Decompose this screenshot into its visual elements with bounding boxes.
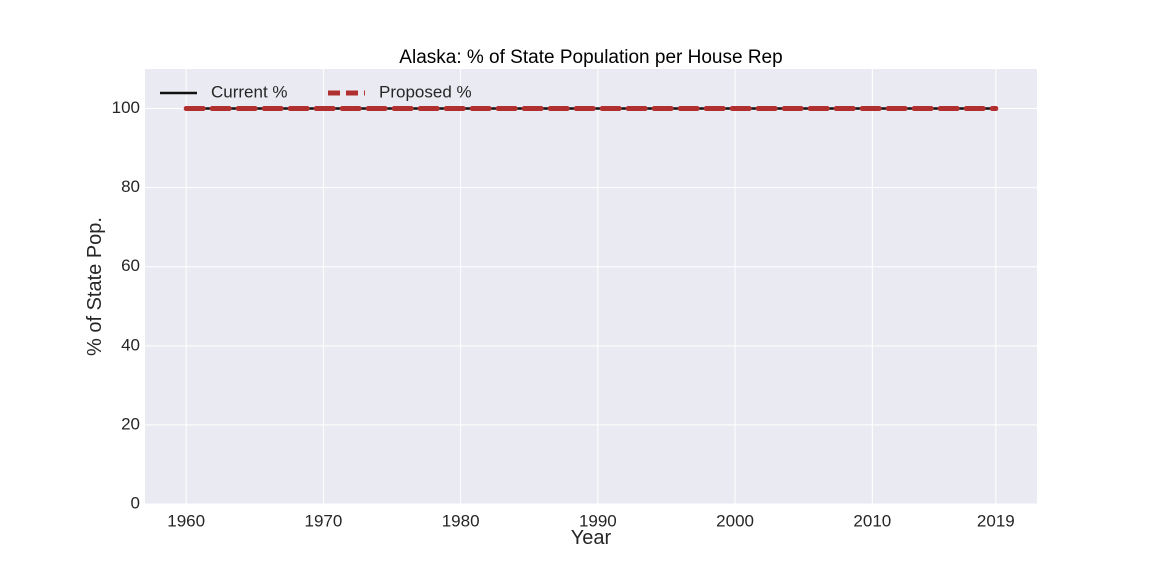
x-tick-label: 2010	[853, 511, 891, 530]
x-tick-label: 1970	[304, 511, 342, 530]
legend: Current % Proposed %	[160, 82, 472, 101]
y-tick-label: 60	[121, 256, 140, 275]
x-axis-label: Year	[571, 527, 612, 549]
legend-entry-2: Proposed %	[328, 82, 472, 101]
plot-area	[145, 69, 1037, 504]
y-tick-label: 100	[112, 98, 140, 117]
legend-entry-1: Current %	[160, 82, 288, 101]
y-tick-label: 80	[121, 177, 140, 196]
x-tick-label: 1980	[442, 511, 480, 530]
y-tick-label: 20	[121, 414, 140, 433]
x-tick-label: 1990	[579, 511, 617, 530]
legend-label: Proposed %	[379, 82, 472, 101]
y-tick-label: 40	[121, 335, 140, 354]
y-axis-label: % of State Pop.	[84, 217, 106, 356]
chart-title: Alaska: % of State Population per House …	[399, 47, 782, 68]
legend-label: Current %	[211, 82, 288, 101]
x-tick-label: 2019	[977, 511, 1015, 530]
y-tick-label: 0	[131, 493, 140, 512]
tick-labels: 1960 1970 1980 1990 2000 2010 2019 0 20 40 60 80 100	[112, 98, 1015, 530]
x-tick-label: 1960	[167, 511, 205, 530]
x-tick-label: 2000	[716, 511, 754, 530]
